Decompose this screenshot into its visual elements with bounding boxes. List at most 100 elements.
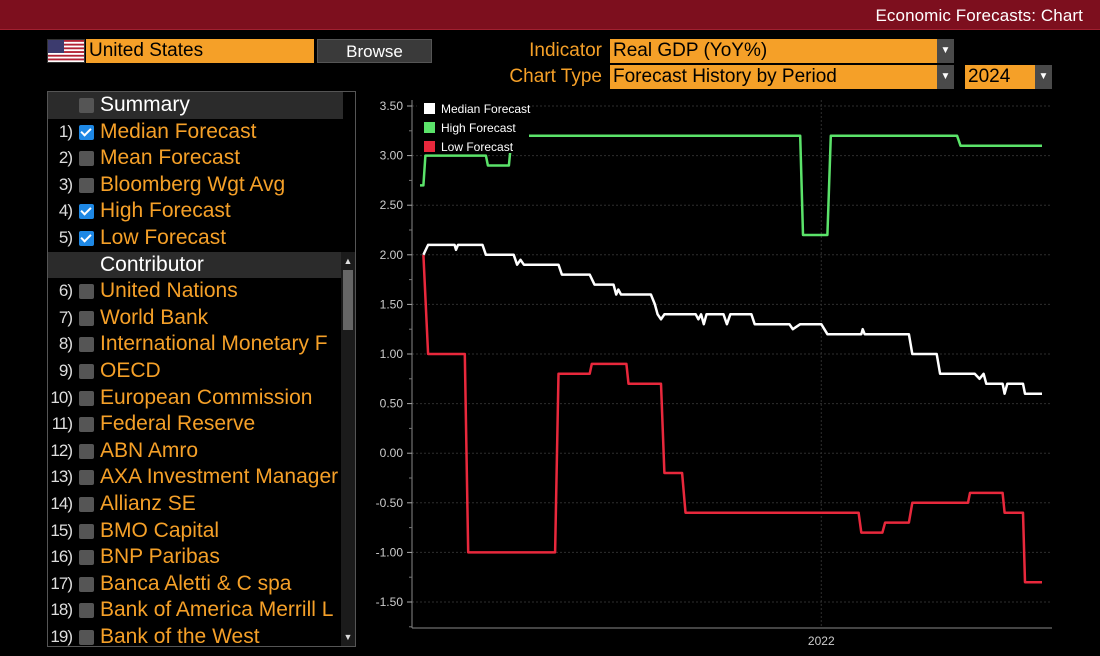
contributor-item[interactable]: 6) United Nations bbox=[48, 278, 343, 305]
contributor-item-label: Bank of the West bbox=[100, 625, 260, 647]
summary-item-label: Median Forecast bbox=[100, 119, 257, 143]
item-number: 5) bbox=[58, 228, 73, 247]
contributor-item[interactable]: 11) Federal Reserve bbox=[48, 411, 343, 438]
y-tick-label: 0.00 bbox=[380, 446, 404, 460]
contributor-item-label: Federal Reserve bbox=[100, 412, 256, 436]
indicator-dropdown[interactable]: Real GDP (YoY%) bbox=[610, 39, 937, 63]
contributor-checkbox[interactable] bbox=[79, 310, 94, 326]
summary-item-label: Low Forecast bbox=[100, 226, 227, 249]
contributor-item[interactable]: 18) Bank of America Merrill L bbox=[48, 597, 343, 624]
item-number: 3) bbox=[58, 174, 73, 194]
browse-button[interactable]: Browse bbox=[317, 39, 432, 63]
contributor-item-label: BMO Capital bbox=[100, 518, 220, 542]
item-number: 11) bbox=[51, 414, 73, 434]
series-checkbox[interactable] bbox=[79, 151, 94, 167]
contributor-checkbox[interactable] bbox=[79, 630, 94, 645]
summary-item[interactable]: 4) High Forecast bbox=[48, 198, 343, 225]
contributor-item-label: European Commission bbox=[100, 385, 313, 409]
contributor-checkbox[interactable] bbox=[79, 337, 94, 353]
item-number: 13) bbox=[50, 467, 73, 487]
contributor-item[interactable]: 16) BNP Paribas bbox=[48, 544, 343, 571]
summary-item-label: High Forecast bbox=[100, 199, 231, 223]
series-checkbox[interactable] bbox=[79, 231, 94, 246]
y-tick-label: 2.00 bbox=[380, 248, 404, 262]
contributor-header: Contributor bbox=[48, 251, 355, 279]
contributor-item-label: Banca Aletti & C spa bbox=[100, 571, 292, 595]
contributor-item-label: United Nations bbox=[100, 279, 238, 303]
scroll-thumb[interactable] bbox=[343, 270, 353, 330]
contributor-item[interactable]: 8) International Monetary F bbox=[48, 331, 343, 358]
contributor-item[interactable]: 9) OECD bbox=[48, 358, 343, 385]
summary-item[interactable]: 2) Mean Forecast bbox=[48, 145, 343, 172]
scroll-down-icon[interactable]: ▼ bbox=[343, 632, 353, 642]
country-field[interactable]: United States bbox=[86, 39, 314, 63]
contributor-item[interactable]: 17) Banca Aletti & C spa bbox=[48, 571, 343, 598]
indicator-label: Indicator bbox=[529, 40, 602, 61]
scroll-up-icon[interactable]: ▲ bbox=[343, 256, 353, 266]
contributor-checkbox[interactable] bbox=[79, 470, 94, 486]
summary-item[interactable]: 5) Low Forecast bbox=[48, 225, 343, 252]
series-selector-panel: Summary 1) Median Forecast 2) Mean Forecast… bbox=[47, 91, 356, 647]
summary-item-label: Mean Forecast bbox=[100, 146, 241, 170]
contributor-item[interactable]: 10) European Commission bbox=[48, 385, 343, 412]
item-number: 1) bbox=[58, 121, 73, 141]
series-checkbox[interactable] bbox=[79, 124, 94, 140]
contributor-item[interactable]: 15) BMO Capital bbox=[48, 518, 343, 545]
y-tick-label: 2.50 bbox=[380, 198, 404, 212]
y-tick-label: 3.50 bbox=[380, 99, 404, 113]
contributor-item[interactable]: 7) World Bank bbox=[48, 305, 343, 332]
item-number: 6) bbox=[58, 281, 73, 301]
contributor-item[interactable]: 12) ABN Amro bbox=[48, 438, 343, 465]
item-number: 15) bbox=[50, 520, 73, 540]
contributor-checkbox[interactable] bbox=[79, 603, 94, 619]
summary-item[interactable]: 3) Bloomberg Wgt Avg bbox=[48, 172, 343, 199]
legend-label: Low Forecast bbox=[441, 140, 514, 154]
legend-swatch bbox=[424, 103, 435, 114]
series-line-low-forecast bbox=[422, 254, 1042, 584]
series-checkbox[interactable] bbox=[79, 204, 94, 220]
contributor-item[interactable]: 19) Bank of the West bbox=[48, 624, 343, 647]
contributor-checkbox[interactable] bbox=[79, 417, 94, 433]
item-number: 10) bbox=[50, 387, 73, 407]
contributor-item[interactable]: 13) AXA Investment Manager bbox=[48, 464, 343, 491]
item-number: 14) bbox=[50, 494, 73, 513]
legend-label: High Forecast bbox=[441, 121, 516, 135]
us-flag-icon bbox=[47, 39, 85, 63]
chart-type-dropdown[interactable]: Forecast History by Period bbox=[610, 65, 937, 89]
y-tick-label: -0.50 bbox=[376, 496, 404, 510]
series-checkbox[interactable] bbox=[79, 177, 94, 193]
item-number: 17) bbox=[50, 573, 73, 593]
x-tick-label: 2022 bbox=[808, 634, 835, 648]
contributor-checkbox[interactable] bbox=[79, 364, 94, 379]
summary-item-label: Bloomberg Wgt Avg bbox=[100, 172, 286, 196]
contributor-checkbox[interactable] bbox=[79, 497, 94, 512]
indicator-dropdown-arrow-icon[interactable]: ▼ bbox=[937, 39, 954, 63]
summary-item[interactable]: 1) Median Forecast bbox=[48, 119, 343, 146]
contributor-checkbox[interactable] bbox=[79, 550, 94, 566]
item-number: 18) bbox=[50, 600, 73, 620]
contributor-item[interactable]: 14) Allianz SE bbox=[48, 491, 343, 518]
contributor-item-label: Allianz SE bbox=[100, 492, 196, 515]
chart-type-dropdown-arrow-icon[interactable]: ▼ bbox=[937, 65, 954, 89]
summary-select-all-checkbox[interactable] bbox=[79, 98, 94, 113]
y-tick-label: 3.00 bbox=[380, 149, 404, 163]
contributor-checkbox[interactable] bbox=[79, 284, 94, 300]
contributor-checkbox[interactable] bbox=[79, 576, 94, 592]
y-tick-label: 0.50 bbox=[380, 397, 404, 411]
item-number: 9) bbox=[58, 361, 73, 380]
contributor-checkbox[interactable] bbox=[79, 523, 94, 539]
year-dropdown-arrow-icon[interactable]: ▼ bbox=[1035, 65, 1052, 89]
item-number: 16) bbox=[50, 547, 73, 567]
legend-swatch bbox=[424, 122, 435, 133]
contributor-checkbox[interactable] bbox=[79, 390, 94, 406]
item-number: 4) bbox=[58, 201, 73, 221]
title-bar: Economic Forecasts: Chart bbox=[0, 0, 1100, 30]
contributor-checkbox[interactable] bbox=[79, 443, 94, 459]
y-tick-label: 1.50 bbox=[380, 297, 404, 311]
item-number: 2) bbox=[58, 148, 73, 168]
contributor-item-label: ABN Amro bbox=[100, 438, 199, 462]
contributor-item-label: OECD bbox=[100, 359, 161, 382]
contributor-scrollbar[interactable]: ▲ ▼ bbox=[341, 252, 355, 646]
year-dropdown[interactable]: 2024 bbox=[965, 65, 1035, 89]
item-number: 8) bbox=[58, 334, 73, 354]
